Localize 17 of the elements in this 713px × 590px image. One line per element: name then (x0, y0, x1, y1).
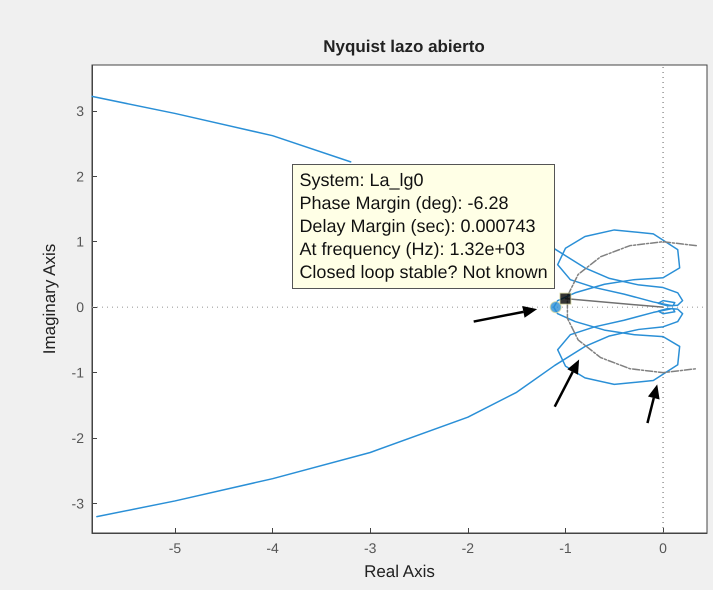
y-axis-title: Imaginary Axis (40, 244, 59, 354)
y-tick-label: -1 (72, 364, 84, 381)
x-axis-title: Real Axis (364, 562, 435, 581)
y-tick-label: 0 (76, 299, 84, 316)
annotation: System: La_lg0 Phase Margin (deg): -6.28 Delay Margin (sec): 0.000743 At frequency (Hz): 1.32e+03 Closed loop stable? Not known (292, 164, 555, 289)
x-tick-label: -5 (168, 540, 182, 556)
y-tick-label: 2 (76, 168, 84, 184)
x-tick-label: -4 (266, 540, 280, 556)
x-tick-label: -3 (364, 540, 377, 556)
y-tick-label: -2 (72, 430, 84, 446)
x-tick-label: -1 (559, 540, 572, 556)
chart-title: Nyquist lazo abierto (323, 37, 485, 56)
x-tick-label: -2 (462, 540, 474, 556)
y-tick-label: -3 (72, 496, 84, 512)
x-tick-label: 0 (659, 540, 668, 556)
y-tick-label: 3 (76, 102, 84, 119)
y-tick-label: 1 (76, 234, 84, 250)
